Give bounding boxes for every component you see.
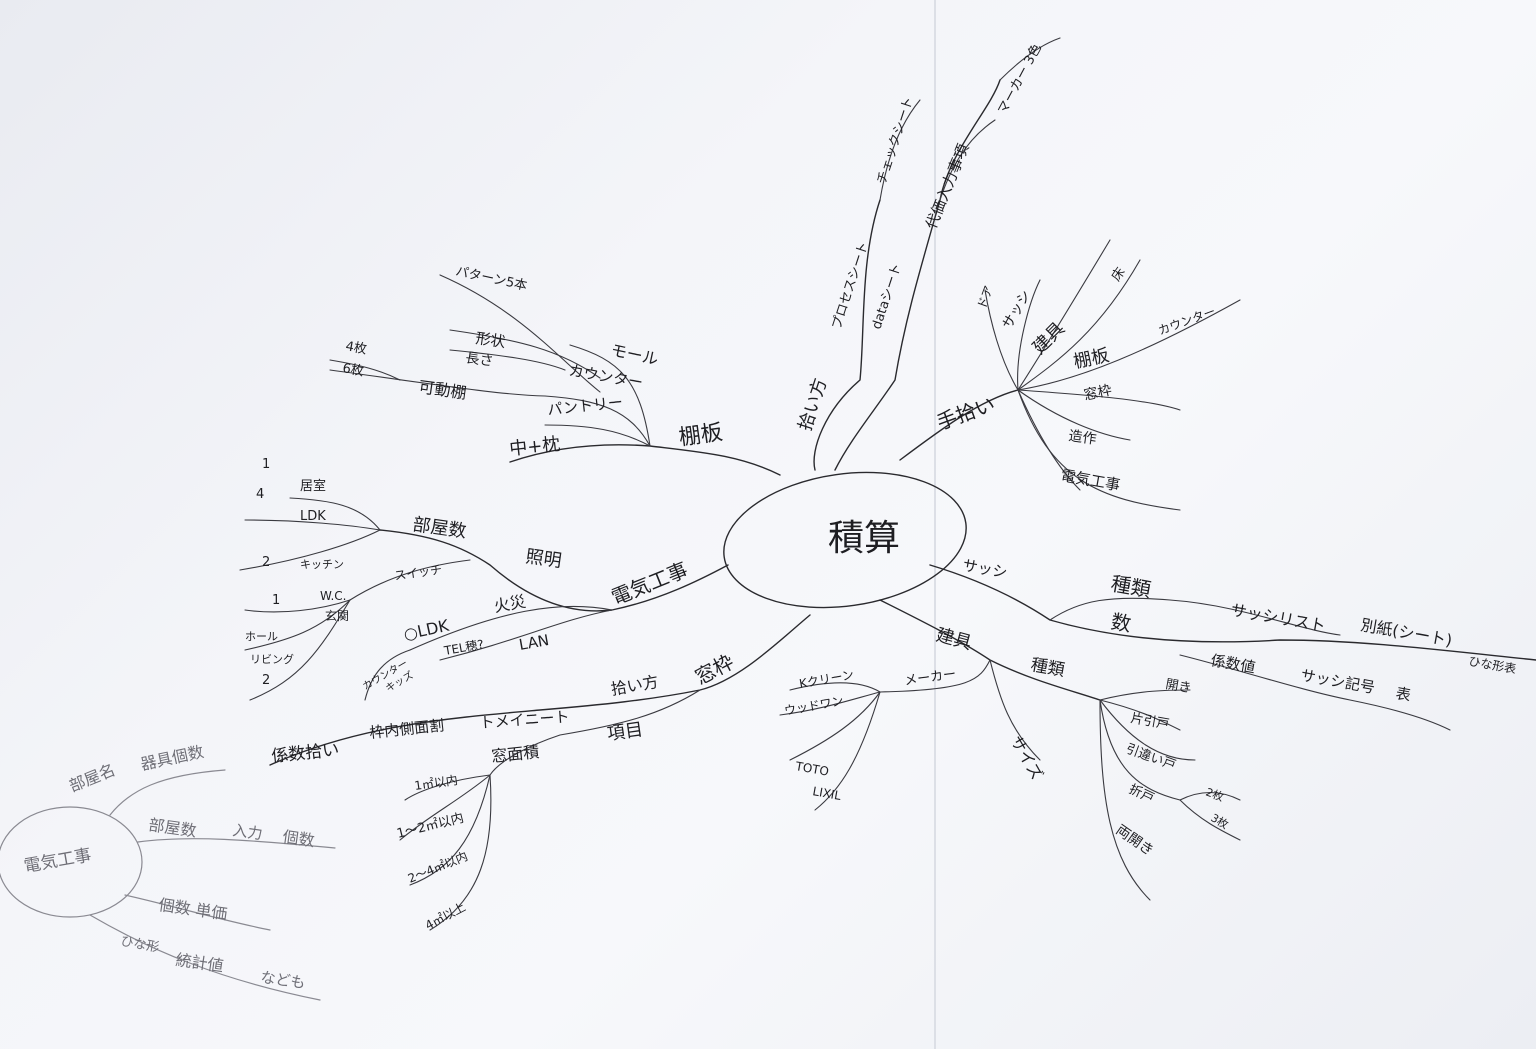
pencil-item-heyasu: 部屋数 bbox=[147, 815, 197, 840]
branch-tenaki: 手拾い ドア サッシ 建具 棚板 窓枠 床 造作 電気工事 カウンター bbox=[899, 239, 1241, 511]
pencil-center: 電気工事 bbox=[22, 845, 92, 877]
tenaki-item-mado: 窓枠 bbox=[1082, 381, 1113, 403]
tana-item-mall: モール bbox=[609, 340, 660, 369]
denki-item-ldk: LDK bbox=[300, 509, 326, 524]
hiroi-item-data: dataシート bbox=[870, 262, 905, 332]
sash-item-kazu: 数 bbox=[1109, 609, 1133, 636]
madowaku-item-tome: トメイニート bbox=[479, 708, 570, 732]
tategu-item-2mai: 2枚 bbox=[1204, 785, 1226, 804]
hiroi-label: 拾い方 bbox=[795, 376, 832, 434]
sash-item-shurui: 種類 bbox=[1109, 571, 1153, 602]
denki-num-2: 4 bbox=[256, 487, 264, 502]
hiroi-item-marker: マーカー 3色 bbox=[994, 41, 1044, 117]
denki-num-4: 1 bbox=[272, 593, 280, 608]
tenaki-item-zosaku: 造作 bbox=[1067, 428, 1097, 448]
branch-tana: 棚板 モール カウンター パントリー 中+枕 可動棚 形状 長さ パターン5本 … bbox=[329, 264, 781, 476]
denki-num-1: 1 bbox=[262, 457, 270, 472]
pencil-item-hinagata: ひな形 bbox=[119, 934, 160, 956]
tenaki-item-yuka: 床 bbox=[1109, 265, 1129, 284]
tategu-item-katabiki: 片引戸 bbox=[1129, 711, 1170, 733]
tana-item-4mai: 4枚 bbox=[344, 339, 368, 357]
denki-num-3: 2 bbox=[262, 555, 270, 570]
branch-sash: サッシ 種類 数 サッシリスト 別紙(シート) 係数値 サッシ記号 表 ひな形表 bbox=[929, 556, 1536, 731]
madowaku-item-komoku: 項目 bbox=[606, 719, 645, 745]
tana-item-kado: 可動棚 bbox=[417, 377, 467, 402]
denki-item-living: リビング bbox=[250, 652, 294, 666]
sash-item-kigo: サッシ記号 bbox=[1299, 666, 1376, 697]
madowaku-item-menseki: 窓面積 bbox=[490, 742, 540, 766]
denki-item-ldk2: ○LDK bbox=[402, 616, 451, 644]
tategu-item-woodone: ウッドワン bbox=[783, 694, 845, 718]
center-label: 積算 bbox=[828, 518, 900, 559]
branch-madowaku: 窓枠 拾い方 項目 係数拾い 枠内側面割 トメイニート 窓面積 1㎡以内 1〜2… bbox=[269, 614, 811, 933]
tategu-item-3mai: 3枚 bbox=[1209, 810, 1232, 831]
denki-item-hall: ホール bbox=[245, 630, 278, 643]
denki-item-kitchen: キッチン bbox=[300, 558, 344, 571]
madowaku-item-size1: 1㎡以内 bbox=[413, 773, 458, 793]
pencil-item-tokei: 統計値 bbox=[174, 950, 224, 975]
hiroi-item-daika: 代価入力事項 bbox=[922, 141, 972, 231]
center-node: 積算 bbox=[723, 471, 967, 609]
tategu-item-shurui: 種類 bbox=[1029, 655, 1066, 681]
hiroi-item-check: チェックシート bbox=[875, 95, 917, 186]
tategu-item-toto: TOTO bbox=[793, 759, 829, 779]
sash-item-hyo: 表 bbox=[1394, 684, 1412, 704]
pencil-item-nadomo: なども bbox=[259, 968, 306, 992]
tana-item-counter: カウンター bbox=[567, 361, 644, 392]
branch-tategu: 建具 メーカー 種類 サイズ Kクリーン ウッドワン TOTO LIXIL 開き… bbox=[779, 599, 1241, 901]
tana-item-naka: 中+枕 bbox=[508, 434, 561, 460]
tategu-label: 建具 bbox=[934, 625, 974, 655]
pencil-note: 電気工事 部屋名 器具個数 部屋数 入力 個数 個数 単価 ひな形 統計値 など… bbox=[0, 742, 336, 1001]
madowaku-item-size3: 2〜4㎡以内 bbox=[406, 849, 470, 886]
pencil-item-kigu: 器具個数 bbox=[139, 742, 206, 774]
tenaki-label: 手拾い bbox=[934, 392, 999, 435]
tategu-item-ryobiraki: 両開き bbox=[1113, 822, 1157, 859]
madowaku-item-hiroikata: 拾い方 bbox=[609, 672, 660, 699]
pencil-item-tanka: 個数 単価 bbox=[157, 895, 228, 923]
tana-label: 棚板 bbox=[677, 420, 724, 451]
tana-item-keijo: 形状 bbox=[474, 329, 506, 351]
tenaki-item-door: ドア bbox=[975, 284, 996, 311]
sash-item-list: サッシリスト bbox=[1229, 600, 1327, 635]
denki-num-5: 2 bbox=[262, 673, 270, 688]
madowaku-label: 窓枠 bbox=[691, 649, 738, 689]
sash-item-keisu: 係数値 bbox=[1209, 651, 1256, 677]
tategu-item-orido: 折戸 bbox=[1126, 782, 1156, 807]
tategu-item-lixil: LIXIL bbox=[811, 784, 842, 803]
denki-item-switch: スイッチ bbox=[393, 562, 442, 583]
tenaki-item-tana: 棚板 bbox=[1072, 345, 1112, 373]
tategu-item-kclean: Kクリーン bbox=[798, 668, 855, 691]
denki-item-tel: TEL穂? bbox=[442, 637, 485, 658]
denki-item-shomei: 照明 bbox=[524, 546, 563, 572]
branch-hiroi: 拾い方 プロセスシート チェックシート dataシート 代価入力事項 マーカー … bbox=[795, 37, 1061, 471]
pencil-item-kosu: 個数 bbox=[281, 827, 315, 850]
tategu-item-hiraki: 開き bbox=[1164, 677, 1192, 696]
denki-item-wc: W.C. bbox=[320, 589, 347, 603]
madowaku-item-size2: 1〜2㎡以内 bbox=[395, 810, 465, 842]
tategu-item-hikichigai: 引違い戸 bbox=[1124, 742, 1178, 774]
tategu-item-size: サイズ bbox=[1007, 733, 1047, 784]
tana-item-pattern: パターン5本 bbox=[454, 264, 528, 294]
denki-item-heyasu: 部屋数 bbox=[411, 514, 467, 542]
madowaku-item-keisu: 係数拾い bbox=[270, 740, 340, 767]
denki-label: 電気工事 bbox=[608, 557, 691, 609]
madowaku-item-wakunai: 枠内側面割 bbox=[369, 716, 445, 742]
tana-item-nagasa: 長さ bbox=[464, 350, 494, 370]
tana-item-6mai: 6枚 bbox=[341, 361, 365, 379]
denki-item-genkan: 玄関 bbox=[325, 608, 349, 623]
denki-item-lan: LAN bbox=[518, 631, 551, 654]
pencil-item-heyamei: 部屋名 bbox=[66, 760, 118, 796]
denki-item-kyoshitsu: 居室 bbox=[300, 478, 326, 494]
pencil-item-nyuryoku: 入力 bbox=[231, 821, 263, 843]
sash-item-besshi: 別紙(シート) bbox=[1359, 615, 1453, 650]
branch-denki: 電気工事 照明 部屋数 居室 LDK キッチン W.C. 玄関 ホール スイッチ… bbox=[239, 457, 729, 701]
tenaki-item-denki: 電気工事 bbox=[1059, 466, 1121, 494]
madowaku-item-size4: 4㎡以上 bbox=[423, 900, 468, 933]
tenaki-item-counter: カウンター bbox=[1156, 304, 1217, 338]
tategu-item-maker: メーカー bbox=[903, 667, 957, 689]
tenaki-item-tategu: 建具 bbox=[1029, 318, 1069, 358]
